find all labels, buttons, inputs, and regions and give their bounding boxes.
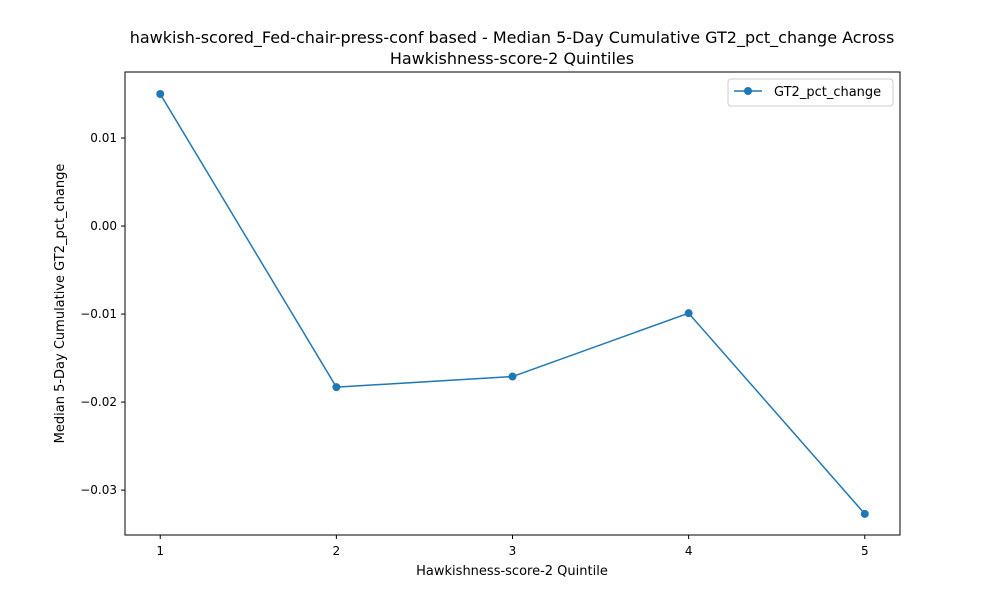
- y-tick-label: −0.03: [80, 483, 117, 497]
- x-tick-label: 1: [156, 544, 164, 558]
- x-tick-label: 4: [685, 544, 693, 558]
- data-point: [332, 383, 341, 392]
- x-tick-label: 5: [861, 544, 869, 558]
- y-tick-label: −0.01: [80, 307, 117, 321]
- data-point: [156, 90, 165, 99]
- legend-entry-label: GT2_pct_change: [774, 85, 881, 100]
- y-tick-label: 0.00: [90, 219, 117, 233]
- series-layer: [156, 90, 869, 518]
- x-tick-label: 2: [333, 544, 341, 558]
- y-axis-label: Median 5-Day Cumulative GT2_pct_change: [53, 164, 68, 444]
- chart-title-line-2: Hawkishness-score-2 Quintiles: [390, 49, 634, 68]
- x-tick-label: 3: [509, 544, 517, 558]
- chart-title-line-1: hawkish-scored_Fed-chair-press-conf base…: [130, 28, 895, 48]
- y-tick-label: −0.02: [80, 395, 117, 409]
- legend-box: [727, 78, 894, 107]
- y-axis-ticks: 0.01 0.00 −0.01 −0.02 −0.03: [80, 131, 125, 497]
- x-axis-label: Hawkishness-score-2 Quintile: [416, 564, 608, 579]
- data-point: [860, 509, 869, 518]
- data-point: [684, 309, 693, 318]
- data-point: [508, 372, 517, 381]
- y-tick-label: 0.01: [90, 131, 117, 145]
- legend-marker-swatch: [744, 87, 752, 95]
- x-axis-ticks: 1 2 3 4 5: [156, 535, 869, 558]
- legend: GT2_pct_change: [727, 78, 894, 107]
